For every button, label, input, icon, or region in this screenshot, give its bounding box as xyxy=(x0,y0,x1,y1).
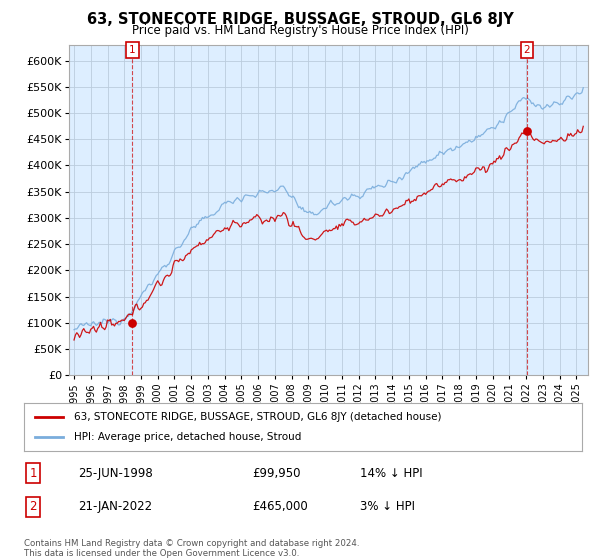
Text: £465,000: £465,000 xyxy=(252,500,308,514)
Text: 21-JAN-2022: 21-JAN-2022 xyxy=(78,500,152,514)
Point xyxy=(127,318,137,327)
Text: 14% ↓ HPI: 14% ↓ HPI xyxy=(360,466,422,480)
Text: 63, STONECOTE RIDGE, BUSSAGE, STROUD, GL6 8JY (detached house): 63, STONECOTE RIDGE, BUSSAGE, STROUD, GL… xyxy=(74,412,442,422)
Text: 2: 2 xyxy=(29,500,37,514)
Text: 2: 2 xyxy=(524,45,530,55)
Text: 3% ↓ HPI: 3% ↓ HPI xyxy=(360,500,415,514)
Text: HPI: Average price, detached house, Stroud: HPI: Average price, detached house, Stro… xyxy=(74,432,302,442)
Text: 63, STONECOTE RIDGE, BUSSAGE, STROUD, GL6 8JY: 63, STONECOTE RIDGE, BUSSAGE, STROUD, GL… xyxy=(86,12,514,27)
Text: 25-JUN-1998: 25-JUN-1998 xyxy=(78,466,153,480)
Text: Contains HM Land Registry data © Crown copyright and database right 2024.
This d: Contains HM Land Registry data © Crown c… xyxy=(24,539,359,558)
Text: 1: 1 xyxy=(29,466,37,480)
Text: £99,950: £99,950 xyxy=(252,466,301,480)
Text: Price paid vs. HM Land Registry's House Price Index (HPI): Price paid vs. HM Land Registry's House … xyxy=(131,24,469,36)
Text: 1: 1 xyxy=(129,45,136,55)
Point xyxy=(522,127,532,136)
